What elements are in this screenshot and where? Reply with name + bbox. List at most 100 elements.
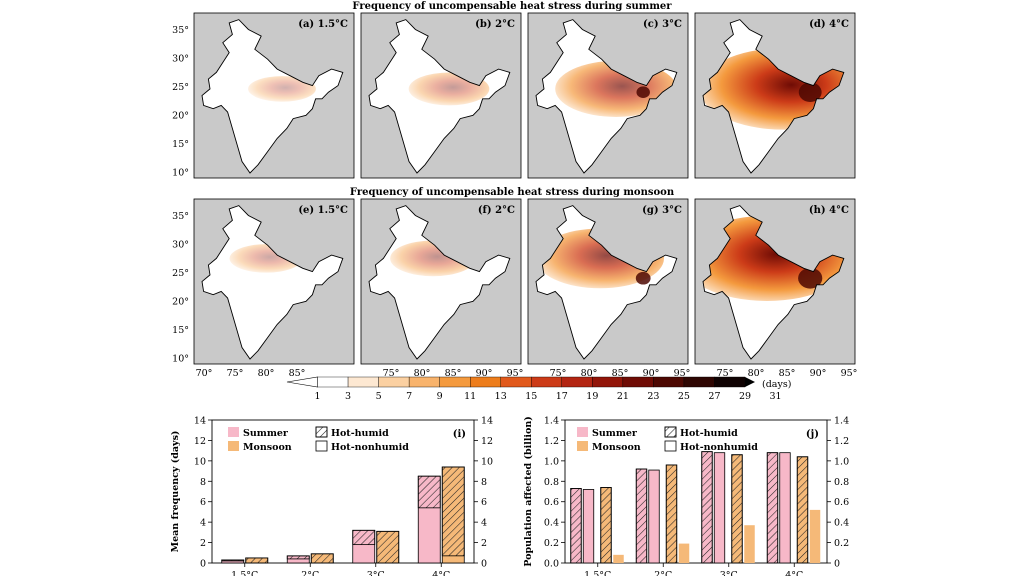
bar-hot-humid <box>417 475 441 509</box>
monsoon-row-title: Frequency of uncompensable heat stress d… <box>350 187 675 198</box>
bar-hot-humid <box>352 529 376 546</box>
legend-label: Monsoon <box>592 442 641 453</box>
y-tick-label: 0.4 <box>544 518 559 529</box>
bar-hatch <box>665 464 678 564</box>
colorbar-tick-label: 31 <box>769 391 781 402</box>
latitude-axes: 35° 35° 30° 30° 25° 25° 20° 20° 15° 15° 10° 10° <box>172 25 189 365</box>
y-axis-label: Mean frequency (days) <box>170 431 181 553</box>
map-panel: (g) 3°C <box>527 198 689 365</box>
colorbar-tick-label: 7 <box>406 391 412 402</box>
bar-hatch <box>731 454 743 564</box>
bar-hot-humid <box>441 466 465 557</box>
map-panel-label: (d) 4°C <box>809 19 849 30</box>
y-tick-label: 14 <box>194 416 206 427</box>
y-tick-label-right: 12 <box>481 436 493 447</box>
map-panel-label: (b) 2°C <box>475 19 515 30</box>
colorbar-tick-label: 3 <box>345 391 351 402</box>
map-panel: (b) 2°C <box>360 12 522 179</box>
bar-hatch <box>600 487 612 564</box>
india-outline <box>535 19 678 174</box>
y-tick-label-right: 1.2 <box>834 436 849 447</box>
colorbar-segment <box>500 376 532 388</box>
y-tick-label-right: 6 <box>481 497 487 508</box>
india-landmass <box>202 205 343 359</box>
map-panel-label: (c) 3°C <box>643 19 682 30</box>
x-tick-label: 4°C <box>432 570 450 576</box>
y-tick-label: 6 <box>200 497 206 508</box>
y-tick-label-right: 14 <box>481 416 493 427</box>
lon-tick-label: 70° <box>196 368 213 379</box>
legend-label: Hot-humid <box>680 428 738 439</box>
longitude-axis: 70° 75° 80° 85° 75° 80° 85° 90° 95° 75° 80° 85° 90° 9… <box>196 368 858 379</box>
x-tick-label: 3°C <box>367 570 385 576</box>
colorbar-segment <box>714 376 746 388</box>
map-panels: (a) 1.5°C (b) 2°C (c) 3°C (d) 4°C (e) 1.5°C (… <box>193 12 856 365</box>
lon-tick-label: 90° <box>643 368 660 379</box>
lon-tick-label: 95° <box>841 368 858 379</box>
legend-swatch <box>664 440 677 452</box>
legend-label: Summer <box>592 428 638 439</box>
lon-tick-label: 80° <box>414 368 431 379</box>
lon-tick-label: 80° <box>258 368 275 379</box>
bar-hatch <box>796 456 809 564</box>
lat-tick-label: 25° <box>172 82 189 93</box>
colorbar-segment <box>622 376 654 388</box>
heat-core <box>635 271 651 285</box>
lat-tick-label: 15° <box>172 325 189 336</box>
colorbar-segment <box>683 376 715 388</box>
india-outline <box>201 19 344 174</box>
bar-hatch <box>635 468 648 564</box>
lon-tick-label: 85° <box>779 368 796 379</box>
chart-population-affected: 0.0 0 0.2 0.2 0.4 0.4 0.6 0.6 0.8 0.8 1.0 1.0 1.2 1.2… <box>523 416 849 576</box>
y-axis-label: Population affected (billion) <box>523 416 534 567</box>
bar <box>809 509 821 563</box>
y-tick-label: 1.0 <box>544 456 559 467</box>
map-panel-label: (a) 1.5°C <box>298 19 348 30</box>
heat-core <box>798 82 822 103</box>
heat-core <box>636 86 650 98</box>
colorbar-tick-label: 15 <box>525 391 537 402</box>
colorbar-segment <box>347 376 379 388</box>
colorbar-tick-label: 19 <box>586 391 598 402</box>
y-tick-label: 10 <box>194 456 206 467</box>
bar <box>582 489 595 564</box>
bar-hot-humid <box>376 530 400 564</box>
lat-tick-label: 30° <box>172 54 189 65</box>
lon-tick-label: 85° <box>445 368 462 379</box>
y-tick-label: 8 <box>200 477 206 488</box>
x-tick-label: 4°C <box>785 570 803 576</box>
legend-label: Hot-humid <box>331 428 389 439</box>
y-tick-label: 1.4 <box>544 416 559 427</box>
legend-swatch <box>315 440 328 452</box>
india-outline <box>368 205 511 360</box>
lon-tick-label: 75° <box>227 368 244 379</box>
bar-hatch <box>701 451 713 564</box>
map-panel-label: (e) 1.5°C <box>298 205 348 216</box>
y-tick-label-right: 0.2 <box>834 538 849 549</box>
y-tick-label-right: 1.4 <box>834 416 849 427</box>
lon-tick-label: 80° <box>748 368 765 379</box>
bar <box>779 452 791 564</box>
y-tick-label: 0.2 <box>544 538 559 549</box>
legend-label: Summer <box>243 428 289 439</box>
lat-tick-label: 30° <box>172 240 189 251</box>
lon-tick-label: 95° <box>507 368 524 379</box>
heat-core <box>798 267 823 289</box>
colorbar-high-arrow <box>745 377 755 387</box>
legend-swatch <box>577 427 588 437</box>
lon-tick-label: 85° <box>612 368 629 379</box>
x-tick-label: 2°C <box>301 570 319 576</box>
lon-tick-label: 80° <box>581 368 598 379</box>
lon-tick-label: 75° <box>383 368 400 379</box>
legend-swatch <box>228 427 239 437</box>
x-tick-label: 2°C <box>654 570 672 576</box>
lon-tick-label: 90° <box>810 368 827 379</box>
legend-label: Monsoon <box>243 442 292 453</box>
map-panel: (f) 2°C <box>360 198 522 365</box>
heat-field <box>248 76 316 102</box>
y-tick-label-right: 2 <box>481 538 487 549</box>
y-tick-label: 1.2 <box>544 436 559 447</box>
lat-tick-label: 15° <box>172 139 189 150</box>
plot-frame <box>211 419 475 564</box>
chart-mean-frequency: 0 0 2 2 4 4 6 6 8 8 10 10 12 12 14 14 Mean frequency (da… <box>170 416 493 576</box>
